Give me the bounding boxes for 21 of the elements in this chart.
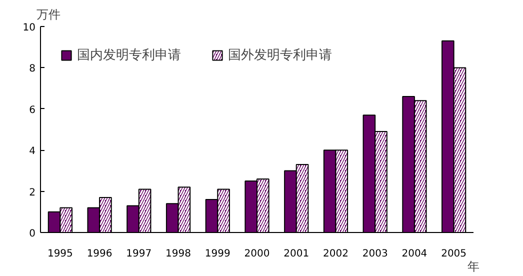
x-tick-label: 1999 — [204, 248, 230, 260]
y-tick-label: 0 — [29, 228, 36, 240]
x-tick-label: 1996 — [86, 248, 112, 260]
y-tick-label: 10 — [22, 22, 36, 34]
x-tick-label: 2003 — [362, 248, 388, 260]
y-tick-label: 6 — [29, 104, 36, 116]
y-tick-label: 2 — [29, 187, 36, 198]
x-tick-label: 1995 — [47, 248, 73, 260]
legend-label: 国内发明专利申请 — [77, 47, 181, 64]
legend-label: 国外发明专利申请 — [228, 47, 332, 64]
x-tick-label: 2005 — [441, 248, 467, 260]
x-tick-label: 2000 — [244, 248, 270, 260]
x-tick-label: 1997 — [126, 248, 152, 260]
x-tick-label: 1998 — [166, 248, 191, 260]
y-axis-title: 万件 — [36, 8, 60, 22]
x-tick-label: 2004 — [402, 248, 428, 260]
y-tick-label: 8 — [29, 64, 36, 75]
x-tick-label: 2002 — [323, 248, 348, 260]
x-axis-title: 年 — [468, 260, 480, 274]
y-tick-label: 4 — [29, 146, 36, 158]
x-tick-label: 2001 — [284, 248, 310, 260]
